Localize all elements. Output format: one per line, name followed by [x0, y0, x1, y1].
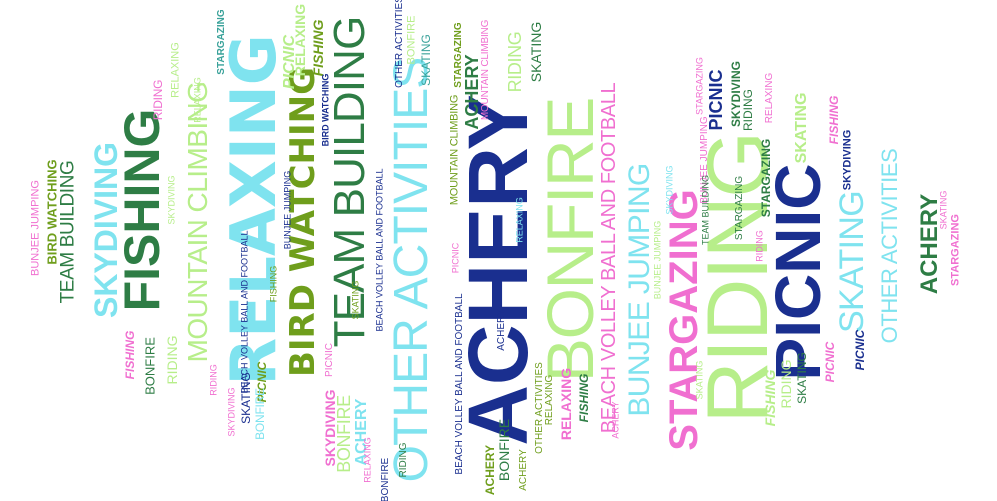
word-skating-main: SKATING [833, 191, 871, 333]
word-small-11: STARGAZING [734, 175, 745, 241]
word-small-23: RELAXING [514, 197, 525, 243]
word-stargazing-far-right: STARGAZING [949, 214, 962, 286]
word-riding-right: RIDING [741, 89, 755, 131]
word-small-18: ACHERY [610, 401, 621, 439]
word-bonfire-main: BONFIRE [533, 97, 607, 383]
word-riding-upper-left: RIDING [151, 79, 165, 121]
word-small-15: ACHERY [518, 449, 529, 491]
word-bird-watching-small: BIRD WATCHING [320, 73, 331, 147]
word-riding-lower: RIDING [398, 442, 409, 478]
word-team-building-left: TEAM BUILDING [57, 160, 79, 304]
word-bonfire-lower: BONFIRE [253, 388, 267, 440]
word-small-4: PICNIC [450, 242, 461, 274]
word-small-25: BUNJEE JUMPING [282, 170, 293, 250]
word-achery-lower: ACHERY [483, 444, 497, 496]
word-bonfire-lower2: BONFIRE [334, 395, 354, 473]
word-bonfire-top: BONFIRE [405, 15, 418, 65]
word-fishing-lower-left: FISHING [123, 330, 137, 380]
word-relaxing-main: RELAXING [217, 34, 290, 386]
word-small-19: STARGAZING [694, 57, 705, 115]
word-beach-volley-main: BEACH VOLLEY BALL AND FOOTBALL [598, 82, 620, 434]
word-riding-lower-left: RIDING [164, 335, 180, 385]
word-small-9: PICNIC [324, 343, 335, 377]
word-other-activities-top: OTHER ACTIVITIES [394, 0, 405, 88]
word-relaxing-lower2: RELAXING [544, 374, 555, 426]
word-fishing-upper: FISHING [310, 19, 326, 77]
word-small-21: SKYDIVING [166, 175, 177, 225]
word-bunjee-jumping-main: BUNJEE JUMPING [623, 163, 656, 417]
word-small-24: BUNJEE JUMPING [652, 220, 663, 300]
word-small-12: RIDING [208, 364, 219, 396]
word-small-7: ACHERY [496, 309, 507, 351]
word-beach-volley-lower: BEACH VOLLEY BALL AND FOOTBALL [454, 293, 465, 475]
word-relaxing-upper: RELAXING [292, 3, 308, 77]
word-skating-top2: SKATING [419, 34, 433, 86]
word-small-26: TEAM BUILDING [700, 174, 711, 246]
word-small-14: BONFIRE [380, 457, 391, 501]
word-fishing-main: FISHING [114, 108, 170, 312]
word-other-activities-main: OTHER ACTIVITIES [385, 57, 438, 483]
word-achery-main: ACHERY [451, 94, 545, 446]
word-skating-lower-right: SKATING [795, 352, 809, 404]
word-picnic-main: PICNIC [762, 163, 834, 381]
word-other-activities-right: OTHER ACTIVITIES [877, 148, 902, 344]
word-stargazing-right: STARGAZING [759, 138, 773, 218]
word-bonfire-lower-left: BONFIRE [142, 337, 158, 395]
word-riding-top: RIDING [505, 31, 525, 93]
word-picnic-lower-right: PICNIC [823, 341, 837, 383]
word-skydiving-main: SKYDIVING [88, 141, 124, 319]
word-small-2: BEACH VOLLEY BALL AND FOOTBALL [374, 168, 385, 332]
word-skydiving-right2: SKYDIVING [841, 129, 854, 191]
word-mountain-climbing-mid: MOUNTAIN CLIMBING [448, 94, 461, 206]
word-stargazing-main: STARGAZING [662, 189, 706, 451]
word-stargazing-upper: STARGAZING [216, 9, 227, 75]
word-skating-top: SKATING [528, 21, 544, 83]
word-relaxing-right: RELAXING [764, 72, 775, 124]
word-small-10: SKYDIVING [664, 165, 675, 215]
word-small-16: FISHING [268, 265, 279, 303]
word-mountain-climbing-main: MOUNTAIN CLIMBING [182, 81, 213, 363]
word-small-8: SKATING [694, 360, 705, 400]
word-skating-right: SKATING [793, 92, 810, 164]
word-bird-watching-left: BIRD WATCHING [44, 159, 60, 265]
word-small-17: SKYDIVING [226, 387, 237, 437]
word-small-13: RELAXING [362, 437, 373, 483]
word-small-6: RIDING [754, 230, 765, 262]
word-fishing-lower-right: FISHING [762, 369, 778, 427]
word-small-22: RELAXING [192, 77, 203, 123]
word-small-3: SKATING [350, 280, 361, 320]
word-relaxing-upper-left: RELAXING [169, 42, 182, 98]
word-riding-lower-right: RIDING [778, 359, 794, 409]
word-fishing-right: FISHING [827, 95, 841, 145]
word-mountain-climbing-top: MOUNTAIN CLIMBING [480, 19, 491, 121]
word-achery-top: ACHERY [462, 54, 482, 130]
word-bunjee-jumping-left: BUNJEE JUMPING [29, 180, 42, 276]
word-other-activities-lower: OTHER ACTIVITIES [534, 362, 545, 454]
word-small-1: BEACH VOLLEY BALL AND FOOTBALL [239, 230, 250, 394]
word-fishing-lower: FISHING [577, 373, 591, 423]
word-bonfire-lower3: BONFIRE [496, 418, 512, 482]
word-small-20: SKATING [938, 190, 949, 230]
word-achery-lower2: RELAXING [558, 367, 574, 441]
word-picnic-lower-right2: PICNIC [853, 329, 867, 371]
